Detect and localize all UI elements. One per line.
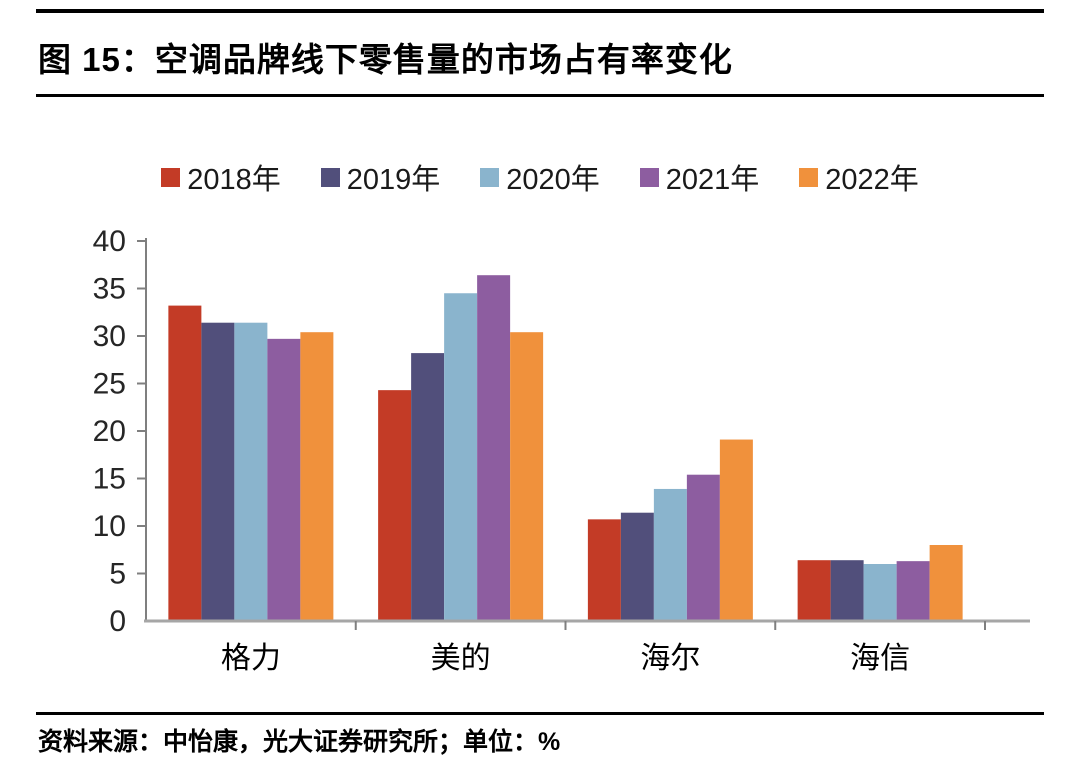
source-note: 资料来源：中怡康，光大证券研究所；单位：% bbox=[38, 728, 561, 756]
y-axis-tick-label-20: 20 bbox=[93, 415, 126, 448]
legend-item-2021年: 2021年 bbox=[639, 156, 760, 198]
bar-2022年-格力 bbox=[300, 332, 334, 621]
y-axis-tick-label-25: 25 bbox=[93, 368, 126, 401]
bar-2019年-海信 bbox=[830, 560, 864, 621]
legend-swatch-icon bbox=[799, 167, 819, 187]
bar-2021年-格力 bbox=[267, 338, 301, 621]
bar-2022年-美的 bbox=[510, 332, 544, 621]
bar-2020年-海信 bbox=[863, 564, 897, 621]
x-axis-label-海尔: 海尔 bbox=[640, 642, 700, 675]
y-axis-tick-label-35: 35 bbox=[93, 273, 126, 306]
legend-item-2020年: 2020年 bbox=[480, 156, 600, 198]
bar-2021年-美的 bbox=[477, 275, 511, 621]
bar-2021年-海信 bbox=[896, 561, 930, 621]
figure-title: 图 15：空调品牌线下零售量的市场占有率变化 bbox=[38, 41, 733, 78]
legend-swatch-icon bbox=[480, 167, 500, 187]
chart-legend: 2018年 2019年 2020年 2021年 2022年 bbox=[0, 156, 1080, 198]
bar-2019年-格力 bbox=[201, 322, 235, 621]
y-axis-tick-label-15: 15 bbox=[93, 463, 126, 496]
bar-2019年-美的 bbox=[411, 353, 445, 621]
bar-2018年-美的 bbox=[378, 390, 412, 621]
bar-2022年-海尔 bbox=[719, 439, 753, 621]
y-axis-tick-label-30: 30 bbox=[93, 320, 126, 353]
bar-2018年-格力 bbox=[168, 305, 202, 621]
legend-swatch-icon bbox=[639, 167, 659, 187]
bar-2020年-美的 bbox=[444, 293, 478, 621]
x-axis-label-格力: 格力 bbox=[221, 642, 281, 675]
legend-label: 2020年 bbox=[506, 164, 600, 196]
bar-2018年-海信 bbox=[797, 560, 831, 621]
legend-swatch-icon bbox=[320, 167, 340, 187]
bar-2018年-海尔 bbox=[587, 519, 621, 621]
bar-2020年-格力 bbox=[234, 322, 268, 621]
legend-item-2019年: 2019年 bbox=[320, 156, 441, 198]
bar-2020年-海尔 bbox=[653, 488, 687, 621]
legend-item-2022年: 2022年 bbox=[799, 156, 919, 198]
y-axis-tick-label-5: 5 bbox=[109, 558, 126, 591]
y-axis-tick-label-0: 0 bbox=[109, 605, 126, 638]
y-axis-tick-label-40: 40 bbox=[93, 225, 126, 258]
bar-2022年-海信 bbox=[929, 545, 963, 621]
legend-label: 2019年 bbox=[346, 164, 441, 196]
title-underline bbox=[36, 94, 1044, 97]
x-axis-label-海信: 海信 bbox=[850, 642, 910, 675]
legend-label: 2022年 bbox=[825, 164, 919, 196]
y-axis-tick-label-10: 10 bbox=[93, 510, 126, 543]
top-rule bbox=[36, 9, 1044, 13]
legend-label: 2021年 bbox=[665, 164, 760, 196]
bar-2019年-海尔 bbox=[620, 512, 654, 621]
bar-2021年-海尔 bbox=[686, 474, 720, 621]
x-axis-label-美的: 美的 bbox=[431, 642, 491, 675]
footer-rule bbox=[36, 712, 1044, 715]
legend-swatch-icon bbox=[161, 167, 181, 187]
legend-label: 2018年 bbox=[187, 164, 281, 196]
legend-item-2018年: 2018年 bbox=[161, 156, 281, 198]
